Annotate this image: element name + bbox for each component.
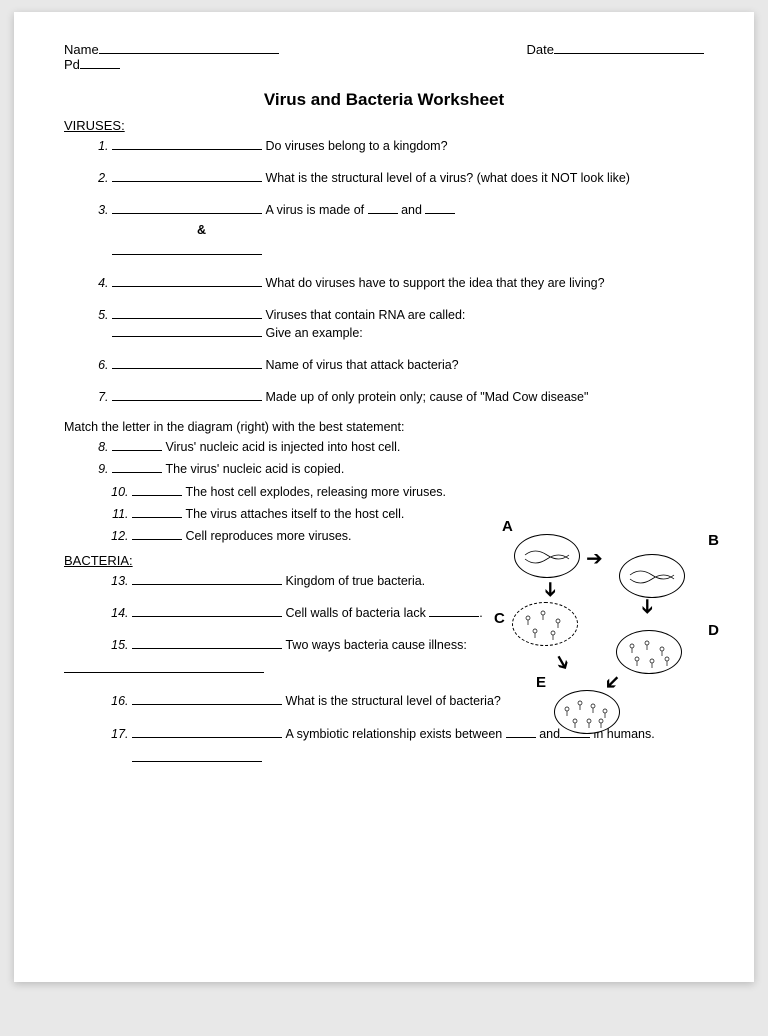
diagram-cell-a: [514, 534, 580, 578]
arrow-c-e: ➔: [547, 649, 577, 676]
question-5: Viruses that contain RNA are called: Giv…: [112, 306, 704, 342]
question-1: Do viruses belong to a kingdom?: [112, 137, 704, 155]
diagram-cell-e: [554, 690, 620, 734]
diagram-cell-c: [512, 602, 578, 646]
viruses-section-heading: VIRUSES:: [64, 118, 704, 133]
question-9: The virus' nucleic acid is copied.: [112, 460, 704, 478]
pd-field: Pd: [64, 57, 704, 72]
arrow-a-b: ➔: [586, 546, 603, 571]
diagram-label-d: D: [708, 622, 719, 639]
question-7: Made up of only protein only; cause of "…: [112, 388, 704, 406]
question-8: Virus' nucleic acid is injected into hos…: [112, 438, 704, 456]
diagram-label-c: C: [494, 610, 505, 627]
arrow-b-d: ➔: [635, 598, 660, 615]
diagram-label-e: E: [536, 674, 546, 691]
question-4: What do viruses have to support the idea…: [112, 274, 704, 292]
name-field: Name: [64, 42, 279, 57]
viruses-questions: Do viruses belong to a kingdom? What is …: [64, 137, 704, 406]
question-2: What is the structural level of a virus?…: [112, 169, 704, 187]
worksheet-page: Name Date Pd Virus and Bacteria Workshee…: [14, 12, 754, 982]
question-3: A virus is made of and &: [112, 201, 704, 259]
question-6: Name of virus that attack bacteria?: [112, 356, 704, 374]
diagram-label-b: B: [708, 532, 719, 549]
question-10: The host cell explodes, releasing more v…: [132, 483, 704, 501]
arrow-a-c: ➔: [538, 581, 563, 598]
header-row: Name Date: [64, 42, 704, 57]
diagram-cell-b: [619, 554, 685, 598]
question-11: The virus attaches itself to the host ce…: [132, 505, 704, 523]
worksheet-title: Virus and Bacteria Worksheet: [64, 90, 704, 110]
virus-cycle-diagram: A B ➔ C ➔: [454, 522, 714, 762]
diagram-label-a: A: [502, 518, 513, 535]
match-instructions: Match the letter in the diagram (right) …: [64, 420, 704, 434]
date-field: Date: [527, 42, 704, 57]
diagram-cell-d: [616, 630, 682, 674]
